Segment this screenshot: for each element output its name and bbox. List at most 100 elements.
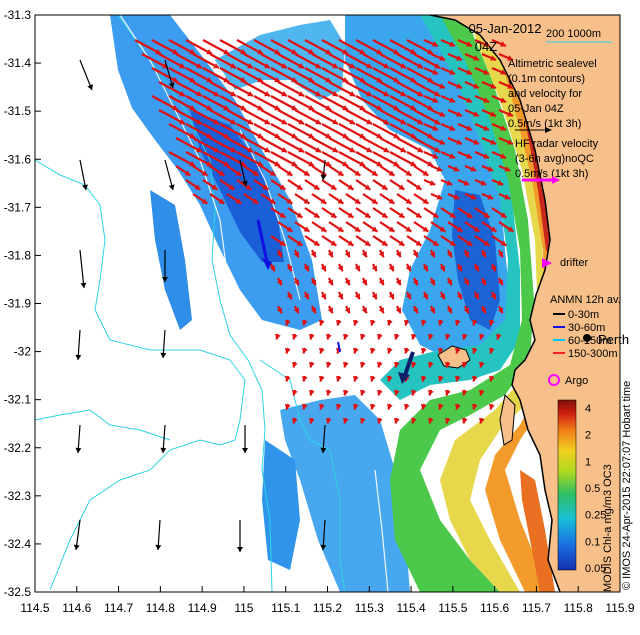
hf-vector-head <box>364 184 371 190</box>
hf-vector-head <box>218 198 225 204</box>
hf-vector-head <box>422 198 429 204</box>
hf-vector-head <box>281 62 287 69</box>
hf-vector-head <box>393 48 399 55</box>
hf-vector-head <box>417 146 423 153</box>
hf-vector-head <box>393 76 399 83</box>
hf-vector-head <box>303 265 310 272</box>
x-tick-label: 114.9 <box>188 601 217 615</box>
hf-vector-head <box>386 403 393 410</box>
colorbar-label: 0.1 <box>585 536 600 548</box>
altimetry-vector-head <box>168 82 175 88</box>
hf-vector-head <box>412 251 419 258</box>
x-tick-label: 115.7 <box>522 601 551 615</box>
altimetry-scale-arrowhead <box>545 127 552 133</box>
hf-vector-head <box>230 90 236 97</box>
hf-vector-head <box>366 146 372 153</box>
credit-text: © IMOS 24-Apr-2015 22:07:07 Hobart time <box>621 381 633 590</box>
hf-vector-head <box>376 417 383 424</box>
drifter-label: drifter <box>560 257 588 269</box>
hf-vector-head <box>439 293 446 300</box>
hf-vector-head <box>376 333 383 340</box>
hf-vector-head <box>359 104 365 111</box>
hf-vector-head <box>313 240 320 246</box>
hf-vector-head <box>189 132 195 139</box>
mooring-arrow-blue <box>256 219 269 263</box>
hf-vector-head <box>405 198 412 204</box>
hf-vector-head <box>359 48 365 55</box>
hf-vector-head <box>393 361 400 368</box>
hf-vector-head <box>446 279 453 286</box>
hf-vector-head <box>352 403 359 410</box>
hf-vector-head <box>371 170 378 176</box>
hf-vector-head <box>291 160 297 167</box>
hf-vector-head <box>201 198 208 204</box>
hf-vector-head <box>264 62 270 69</box>
hf-vector-head <box>487 166 494 172</box>
hf-vector-head <box>378 251 385 258</box>
y-tick-label: -32 <box>14 345 32 359</box>
altimetry-vector <box>75 519 81 551</box>
hf-vector-head <box>369 375 376 382</box>
hf-vector-head <box>432 240 439 246</box>
y-tick-label: -32.4 <box>4 537 32 551</box>
hf-vector-head <box>376 104 382 111</box>
hf-vector-head <box>427 160 433 167</box>
hf-vector-head <box>378 307 385 314</box>
hf-vector-head <box>361 307 368 314</box>
hf-vector-head <box>218 170 225 176</box>
altimetry-vector-head <box>80 282 87 288</box>
hf-vector-head <box>388 170 395 176</box>
hf-vector-head <box>480 251 487 258</box>
hf-vector-head <box>444 389 451 396</box>
colorbar-label: 0.25 <box>585 510 606 522</box>
hf-vector-head <box>361 279 368 286</box>
hf-vector-head <box>403 319 410 326</box>
hf-vector-head <box>398 240 405 246</box>
y-tick-label: -31.7 <box>4 200 32 214</box>
hf-vector-head <box>286 170 293 176</box>
hf-vector-head <box>279 240 286 246</box>
hf-vector-head <box>211 184 218 190</box>
hf-vector-head <box>313 212 320 218</box>
hf-vector-head <box>223 132 229 139</box>
hf-vector-head <box>342 132 348 139</box>
hf-vector-head <box>286 293 293 300</box>
hf-line-1: HF radar velocity <box>515 138 599 150</box>
hf-vector-head <box>179 118 185 125</box>
altimetry-vector-head <box>75 354 82 360</box>
hf-vector-head <box>364 240 371 246</box>
hf-vector-head <box>194 184 201 190</box>
anmn-item-label: 0-30m <box>568 309 599 321</box>
mooring-arrowhead-blue <box>262 258 272 270</box>
hf-vector-head <box>213 118 219 125</box>
hf-vector-head <box>454 375 461 382</box>
hf-vector-head <box>427 333 434 340</box>
mooring-arrow-navy <box>402 351 415 379</box>
altimetry-vector-head <box>237 547 243 552</box>
hf-vector-head <box>274 104 280 111</box>
hf-vector-head <box>310 251 317 258</box>
hf-vector-head <box>446 180 453 186</box>
hf-vector-head <box>378 279 385 286</box>
hf-vector-head <box>327 279 334 286</box>
hf-vector-head <box>359 361 366 368</box>
hf-vector-head <box>274 76 280 83</box>
x-tick-label: 115.8 <box>564 601 593 615</box>
altimetry-vector <box>157 519 161 551</box>
hf-vector-head <box>344 307 351 314</box>
hf-vector-head <box>213 146 219 153</box>
hf-vector-head <box>325 76 331 83</box>
hf-vector-head <box>395 307 402 314</box>
hf-vector-head <box>473 139 479 145</box>
hf-vector-head <box>369 319 376 326</box>
hf-vector-head <box>332 90 338 97</box>
hf-vector-head <box>463 251 470 258</box>
hf-vector-head <box>352 347 359 354</box>
hf-vector-head <box>427 417 434 424</box>
hf-vector-head <box>471 319 478 326</box>
hf-vector-head <box>327 251 334 258</box>
hf-vector-head <box>507 83 513 89</box>
hf-vector-head <box>453 166 460 172</box>
hf-vector-head <box>410 48 416 55</box>
